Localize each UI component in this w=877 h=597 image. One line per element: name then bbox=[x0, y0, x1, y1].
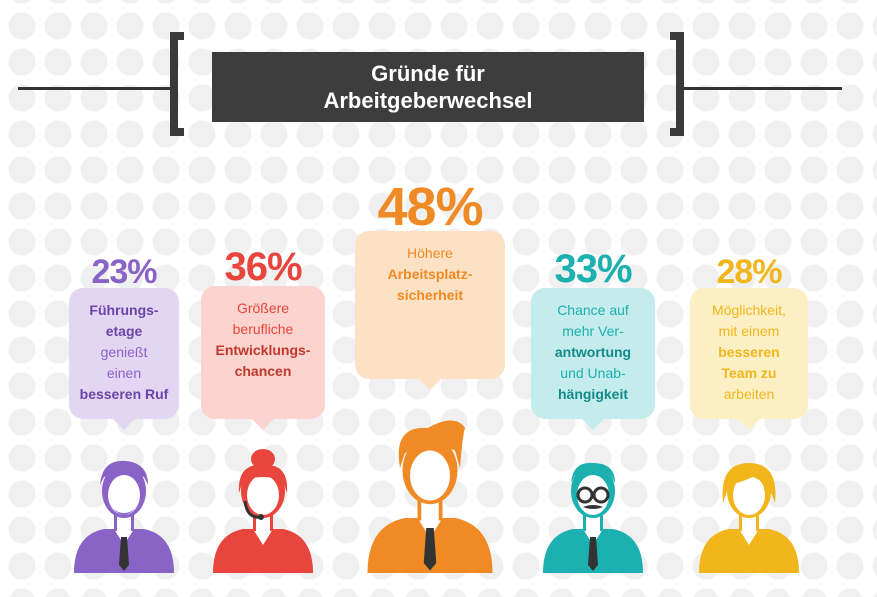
reason-label-line: Größere bbox=[236, 299, 290, 316]
reason-bubble: Führungs-etage genießt einen besseren Ruf bbox=[69, 288, 179, 430]
percentage-value: 23% bbox=[91, 253, 157, 292]
reason-label-line: etage bbox=[105, 323, 143, 339]
bubble-tail bbox=[418, 377, 442, 390]
businessman-icon bbox=[367, 420, 493, 573]
percentage-value: 36% bbox=[224, 245, 302, 289]
glasses-man-icon bbox=[543, 462, 643, 573]
reason-label-line: Möglichkeit, bbox=[712, 302, 786, 318]
headset-woman-icon bbox=[213, 449, 313, 573]
reason-label-line: Chance auf bbox=[557, 302, 629, 318]
reason-label-line: Arbeitsplatz- bbox=[387, 266, 473, 283]
reason-label-line: Führungs- bbox=[89, 302, 159, 318]
title-line-left bbox=[18, 87, 178, 90]
woman-icon bbox=[699, 463, 799, 573]
chart-title: Gründe für Arbeitgeberwechsel bbox=[212, 52, 644, 122]
percentage-value: 48% bbox=[377, 177, 483, 238]
reason-label-line: hängigkeit bbox=[557, 386, 628, 402]
title-line-2: Arbeitgeberwechsel bbox=[323, 88, 533, 113]
reason-label-line: besseren Ruf bbox=[79, 386, 169, 402]
reason-label-line: sicherheit bbox=[396, 287, 464, 304]
reason-label-line: mit einem bbox=[718, 323, 780, 339]
reason-label-line: Höhere bbox=[407, 245, 453, 262]
percentage-value: 28% bbox=[716, 253, 782, 292]
reason-label-line: einen bbox=[106, 365, 142, 381]
reason-label-line: arbeiten bbox=[723, 386, 775, 402]
bracket-left bbox=[170, 32, 184, 136]
reason-label-line: chancen bbox=[234, 362, 292, 379]
reason-bubble: Größere berufliche Entwicklungs-chancen bbox=[201, 285, 325, 430]
title-line-1: Gründe für bbox=[371, 61, 485, 86]
reason-bubble: Höhere Arbeitsplatz-sicherheit bbox=[355, 231, 505, 390]
reason-label-line: mehr Ver- bbox=[562, 323, 624, 339]
reason-label-line: und Unab- bbox=[560, 365, 626, 381]
reason-label-line: genießt bbox=[100, 344, 148, 360]
bubble-tail bbox=[737, 418, 761, 430]
reason-bubble: Möglichkeit, mit einem besseren Team zu arbe… bbox=[690, 288, 808, 430]
percentage-value: 33% bbox=[554, 247, 632, 292]
title-line-right bbox=[682, 87, 842, 90]
reason-bubble: Chance auf mehr Ver-antwortung und Unab-hä… bbox=[531, 288, 655, 430]
reason-label-line: antwortung bbox=[554, 344, 632, 360]
bracket-right bbox=[670, 32, 684, 136]
bubble-tail bbox=[251, 417, 275, 430]
reason-label-line: berufliche bbox=[232, 320, 294, 337]
bearded-man-icon bbox=[74, 460, 174, 573]
bubble-tail bbox=[581, 418, 605, 430]
reason-label-line: Team zu bbox=[721, 365, 777, 381]
reason-label-line: besseren bbox=[718, 344, 780, 360]
bubble-tail bbox=[112, 418, 136, 430]
reason-label-line: Entwicklungs- bbox=[215, 341, 311, 358]
